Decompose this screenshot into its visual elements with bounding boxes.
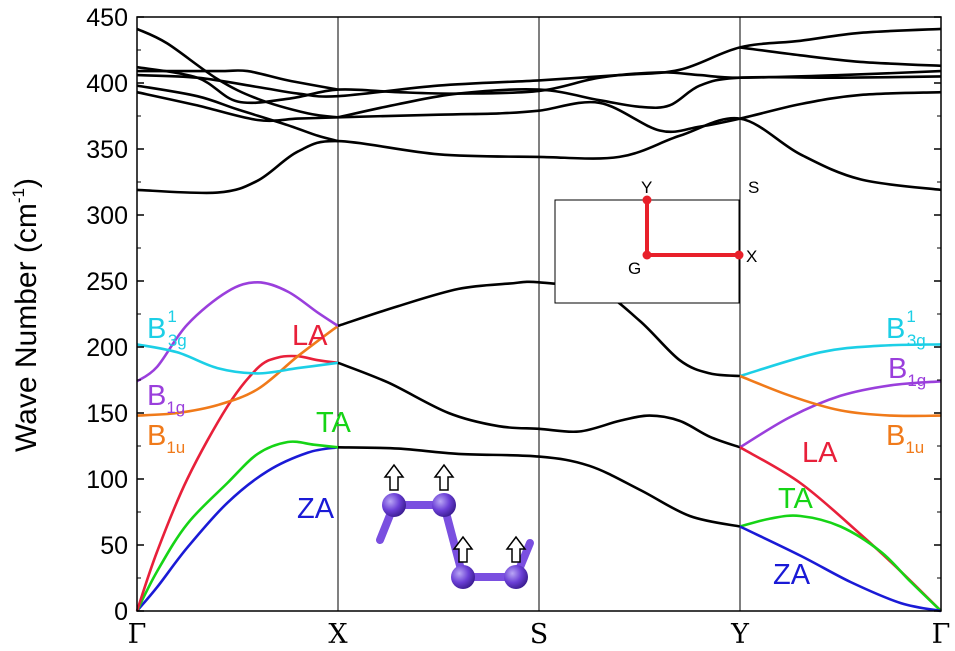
x-tick-label: Y: [730, 619, 750, 650]
atom: [382, 493, 406, 517]
series-line-ta: [739, 514, 942, 612]
y-axis-title-sup: -1: [9, 188, 28, 203]
y-axis-title-main: Wave Number (cm: [10, 203, 43, 452]
series-line-b1g: [739, 380, 942, 449]
branch-label-za-left: ZA: [297, 493, 335, 525]
branch-label-ta-right: TA: [778, 483, 814, 515]
branch-labels: B1 3g LA B1g B1u TA ZA B1 3g B1g LA B1u TA…: [147, 307, 926, 591]
atomic-structure-inset: [376, 463, 534, 589]
inset-label-x: X: [746, 247, 757, 266]
y-axis-title: Wave Number (cm-1): [9, 178, 43, 452]
series-line-optical-13: [136, 65, 942, 105]
y-tick-labels: 0 50 100 150 200 250 300 350 400 450: [86, 4, 128, 626]
series-line-optical-6: [337, 446, 741, 528]
arrow-up-icon: [433, 463, 455, 491]
y-tick-label: 250: [86, 268, 128, 296]
arrow-up-icon: [383, 463, 405, 491]
atom: [451, 565, 475, 589]
branch-label-ta-left: TA: [316, 407, 352, 439]
branch-label-b1u-right: B1u: [886, 420, 924, 457]
x-tick-label: Γ: [932, 619, 951, 650]
inset-label-g: G: [628, 259, 641, 278]
y-tick-label: 0: [114, 598, 128, 626]
atom: [432, 493, 456, 517]
y-tick-label: 200: [86, 334, 128, 362]
bonds: [376, 501, 534, 581]
series-line-ta: [135, 440, 339, 612]
series-line-optical-11: [136, 84, 339, 143]
series-line-b1u: [739, 374, 942, 418]
arrow-up-icon: [452, 535, 474, 563]
branch-label-b1g-left: B1g: [147, 380, 185, 417]
series-line-b3g: [136, 343, 339, 375]
arrow-up-icon: [505, 535, 527, 563]
inset-label-s: S: [748, 178, 759, 197]
y-tick-label: 300: [86, 202, 128, 230]
series-line-optical-15: [136, 27, 339, 119]
displacement-arrows: [383, 463, 527, 563]
branch-label-za-right: ZA: [773, 559, 811, 591]
axes: [136, 16, 942, 612]
branch-label-la-left: LA: [292, 320, 328, 352]
x-tick-label: X: [328, 619, 348, 650]
high-symmetry-lines: [337, 17, 741, 611]
branch-label-b1g-right: B1g: [888, 353, 926, 390]
series-line-optical-16: [136, 27, 942, 98]
series-line-optical-17: [739, 46, 942, 68]
branch-label-b1u-left: B1u: [147, 420, 185, 457]
inset-label-y: Y: [641, 178, 652, 197]
x-tick-label: S: [530, 619, 549, 650]
y-tick-label: 400: [86, 70, 128, 98]
y-tick-label: 150: [86, 400, 128, 428]
inset-point-g: [642, 250, 652, 260]
series-line-optical-7: [337, 361, 741, 449]
branch-label-la-right: LA: [802, 437, 838, 469]
atom: [504, 565, 528, 589]
series-line-za: [135, 446, 339, 612]
brillouin-zone-inset: Y S G X: [554, 178, 759, 304]
dispersion-curves: [135, 27, 942, 613]
branch-label-b3g-left: B1 3g: [147, 307, 187, 350]
series-line-b1u: [136, 324, 339, 417]
series-line-la: [739, 446, 942, 612]
series-line-b1g: [136, 281, 339, 383]
y-tick-label: 100: [86, 466, 128, 494]
inset-point-x: [734, 250, 744, 260]
series-line-optical-14: [136, 69, 339, 91]
y-axis-title-close: ): [10, 178, 43, 188]
series-line-b3g: [739, 343, 942, 378]
y-tick-label: 350: [86, 136, 128, 164]
x-tick-label: Γ: [128, 619, 147, 650]
series-line-la: [135, 354, 339, 612]
inset-point-y: [642, 195, 652, 205]
y-tick-label: 450: [86, 4, 128, 32]
series-line-optical-9: [136, 116, 942, 195]
y-tick-label: 50: [100, 532, 128, 560]
series-line-za: [739, 525, 942, 613]
branch-label-b3g-right: B1 3g: [886, 307, 926, 350]
